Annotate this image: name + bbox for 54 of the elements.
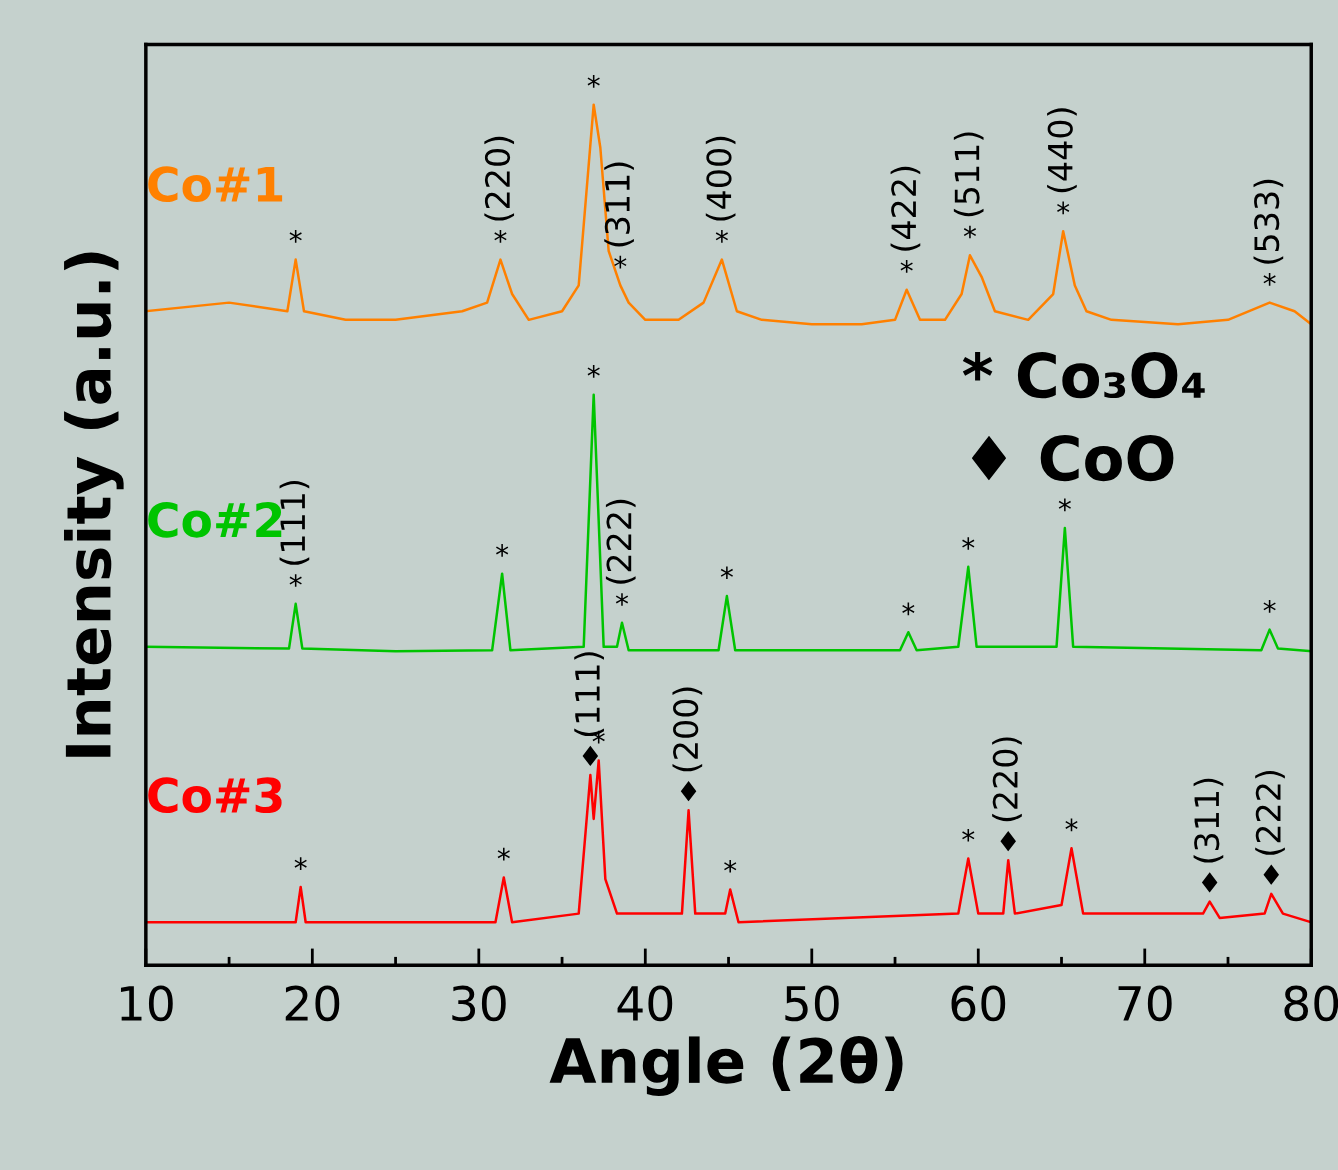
annotation: * Co₃O₄	[962, 352, 1205, 399]
x-tick-label: 20	[285, 985, 340, 1022]
annotation: *	[1057, 201, 1070, 215]
annotation: *	[497, 847, 510, 861]
x-tick-label: 60	[951, 985, 1006, 1022]
annotation: *	[1065, 818, 1078, 832]
annotation: (222)	[1255, 770, 1285, 855]
y-axis-title: Intensity (a.u.)	[64, 252, 124, 757]
series-label: Co#3	[148, 777, 282, 814]
annotation: (511)	[953, 132, 984, 217]
annotation: *	[720, 566, 733, 580]
annotation: (422)	[890, 166, 921, 251]
annotation: (311)	[604, 162, 634, 247]
annotation: *	[900, 260, 913, 273]
annotation: *	[962, 537, 975, 550]
annotation: *	[289, 574, 302, 587]
annotation: *	[1058, 498, 1071, 512]
annotation: *	[963, 225, 977, 239]
annotation: *	[1263, 600, 1276, 613]
annotation: (440)	[1047, 108, 1077, 193]
annotation: (533)	[1253, 179, 1284, 264]
annotation: (311)	[1193, 778, 1224, 863]
x-tick-label: 40	[617, 985, 673, 1022]
annotation: *	[494, 229, 507, 243]
annotation: *	[962, 828, 975, 842]
x-tick-label: 10	[120, 985, 173, 1022]
annotation: ♦	[1263, 864, 1280, 885]
annotation: (220)	[484, 136, 515, 221]
x-tick-label: 50	[785, 985, 839, 1022]
annotation: *	[496, 544, 509, 557]
annotation: ♦	[1201, 872, 1218, 893]
annotation: *	[724, 859, 737, 873]
annotation: *	[614, 255, 627, 269]
series-label: Co#1	[148, 166, 283, 203]
annotation: *	[902, 602, 915, 616]
annotation: ♦	[1000, 831, 1016, 852]
annotation: (222)	[605, 499, 636, 584]
x-axis-title: Angle (2θ)	[549, 1035, 903, 1097]
annotation: ♦	[582, 745, 599, 767]
annotation: *	[1263, 273, 1276, 286]
annotation: (200)	[672, 687, 703, 772]
annotation: *	[587, 365, 600, 378]
x-tick-label: 30	[452, 985, 506, 1022]
x-tick-label: 70	[1118, 985, 1172, 1022]
annotation: ♦	[680, 781, 697, 802]
annotation: *	[294, 857, 307, 870]
annotation: (220)	[992, 737, 1022, 822]
annotation: (400)	[705, 136, 736, 221]
x-tick-label: 80	[1284, 985, 1338, 1022]
annotation: *	[289, 229, 302, 243]
annotation: *	[615, 593, 629, 606]
annotation: ♦ CoO	[971, 434, 1174, 482]
annotation: *	[715, 229, 728, 243]
annotation: *	[587, 75, 600, 88]
